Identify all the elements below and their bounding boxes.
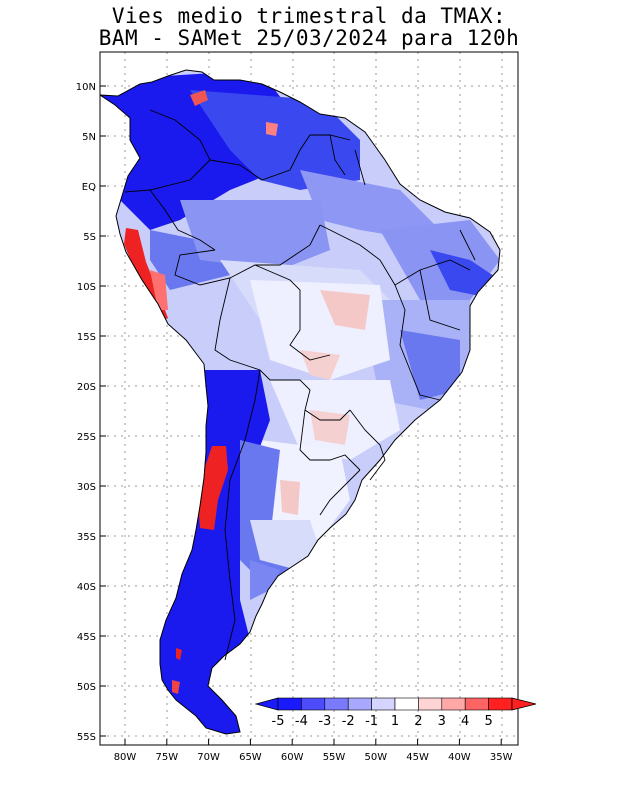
- lon-tick-label: 60W: [281, 752, 304, 763]
- colorbar-swatch: [441, 697, 466, 711]
- lat-tick-label: EQ: [82, 182, 96, 193]
- colorbar-label: -3: [318, 714, 331, 729]
- lon-tick-label: 35W: [490, 752, 513, 763]
- colorbar-label: -4: [295, 714, 308, 729]
- colorbar-swatch: [464, 697, 489, 711]
- colorbar-arrow-right: [511, 697, 537, 711]
- latitude-axis: 10N 5N EQ 5S 10S 15S 20S 25S 30S 35S 40S 45S 50S 55S: [76, 82, 106, 743]
- lat-tick-label: 25S: [77, 432, 96, 443]
- colorbar-swatch: [488, 697, 513, 711]
- longitude-axis: 80W 75W 70W 65W 60W 55W 50W 45W 40W 35W: [114, 739, 513, 763]
- lat-tick-label: 10S: [77, 282, 96, 293]
- colorbar-label: -5: [272, 714, 285, 729]
- lon-tick-label: 65W: [239, 752, 262, 763]
- map-title-line1: Vies medio trimestral da TMAX:: [111, 4, 507, 28]
- lat-tick-label: 10N: [76, 82, 96, 93]
- colorbar-legend: -5 -4 -3 -2 -1 1 2 3 4 5: [254, 697, 537, 729]
- lat-tick-label: 5N: [82, 132, 96, 143]
- colorbar-swatch: [324, 697, 349, 711]
- bias-field: [100, 70, 500, 734]
- lon-tick-label: 50W: [364, 752, 387, 763]
- colorbar-swatch: [371, 697, 396, 711]
- colorbar-arrow-left: [254, 697, 279, 711]
- colorbar-swatch: [301, 697, 326, 711]
- lon-tick-label: 80W: [114, 752, 137, 763]
- lat-tick-label: 20S: [77, 382, 96, 393]
- colorbar-swatch: [394, 697, 419, 711]
- colorbar-label: 2: [414, 714, 422, 729]
- colorbar-label: 3: [438, 714, 446, 729]
- lat-tick-label: 45S: [77, 632, 96, 643]
- colorbar-swatch: [277, 697, 302, 711]
- lon-tick-label: 45W: [406, 752, 429, 763]
- colorbar-label: 4: [461, 714, 469, 729]
- colorbar-label: 1: [391, 714, 399, 729]
- map-title-line2: BAM - SAMet 25/03/2024 para 120h: [98, 26, 520, 50]
- map-frame: [99, 51, 519, 746]
- lat-tick-label: 40S: [77, 582, 96, 593]
- colorbar-label: 5: [484, 714, 492, 729]
- colorbar-swatch: [418, 697, 443, 711]
- colorbar-label: -1: [365, 714, 378, 729]
- colorbar-label: -2: [342, 714, 355, 729]
- lon-tick-label: 40W: [448, 752, 471, 763]
- lat-tick-label: 30S: [77, 482, 96, 493]
- lon-tick-label: 75W: [155, 752, 178, 763]
- colorbar-swatch: [347, 697, 372, 711]
- lat-tick-label: 15S: [77, 332, 96, 343]
- lon-tick-label: 70W: [197, 752, 220, 763]
- lat-tick-label: 50S: [77, 682, 96, 693]
- country-borders: [124, 109, 476, 661]
- lat-tick-label: 5S: [83, 232, 96, 243]
- lat-tick-label: 35S: [77, 532, 96, 543]
- lat-tick-label: 55S: [77, 732, 96, 743]
- lon-tick-label: 55W: [323, 752, 346, 763]
